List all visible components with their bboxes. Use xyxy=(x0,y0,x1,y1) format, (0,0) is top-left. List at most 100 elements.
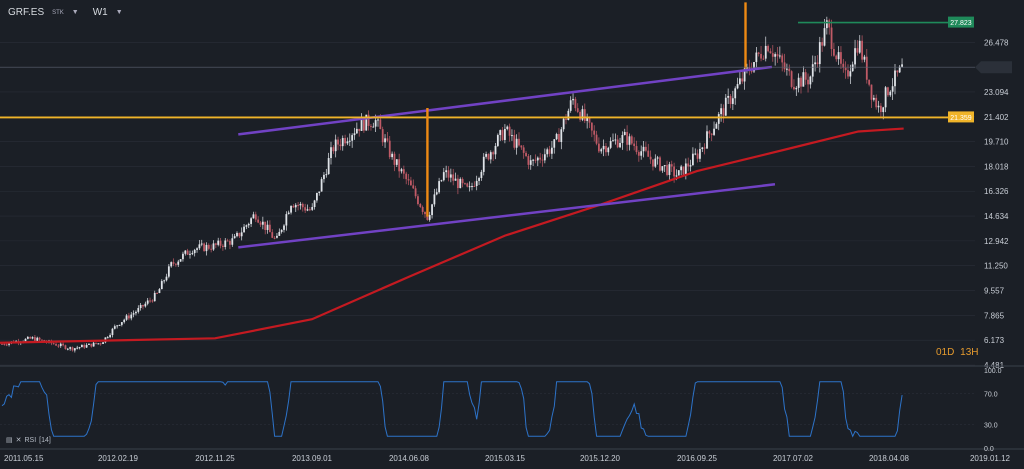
rsi-close-icon[interactable]: ✕ xyxy=(15,437,22,444)
candle-body xyxy=(480,171,483,179)
candle-body xyxy=(327,158,330,175)
candle-body xyxy=(889,91,892,96)
time-tick-label: 2016.09.25 xyxy=(677,454,718,463)
channel-lower-line xyxy=(238,183,776,249)
candle-body xyxy=(727,95,730,98)
candle-body xyxy=(339,144,342,147)
candle-body xyxy=(85,344,88,348)
candle-body xyxy=(551,147,553,154)
candle-body xyxy=(57,345,60,347)
candle-body xyxy=(325,174,328,176)
candle-body xyxy=(694,153,697,155)
candle-body xyxy=(539,157,542,160)
candle-body xyxy=(99,343,102,345)
candle-body xyxy=(52,343,55,345)
candle-body xyxy=(844,67,847,71)
candle-body xyxy=(92,342,95,347)
candle-body xyxy=(858,40,861,53)
candle-body xyxy=(71,347,74,351)
candle-body xyxy=(351,135,354,141)
candle-body xyxy=(231,238,234,245)
candle-body xyxy=(196,248,198,250)
candle-body xyxy=(41,339,43,341)
candle-body xyxy=(395,159,398,165)
price-tick-label: 18.018 xyxy=(984,162,1009,171)
candle-body xyxy=(294,204,297,208)
candle-body xyxy=(875,97,878,108)
candle-body xyxy=(558,134,560,143)
candle-body xyxy=(781,55,784,63)
candle-body xyxy=(330,147,332,159)
candle-body xyxy=(132,313,135,315)
candle-body xyxy=(569,100,572,111)
candle-body xyxy=(861,40,863,60)
candle-body xyxy=(534,159,537,161)
candle-body xyxy=(254,214,257,220)
candle-body xyxy=(767,45,769,52)
candle-body xyxy=(424,211,426,215)
candle-body xyxy=(847,70,849,77)
candle-body xyxy=(548,149,551,154)
candle-body xyxy=(633,143,636,147)
candle-body xyxy=(814,62,816,65)
candle-body xyxy=(102,342,104,345)
candle-body xyxy=(428,215,431,220)
timeframe-label[interactable]: W1 xyxy=(92,7,108,18)
candle-body xyxy=(95,342,97,344)
candle-body xyxy=(402,169,405,174)
timeframe-dropdown-icon[interactable]: ▼ xyxy=(115,9,123,16)
candle-body xyxy=(840,52,842,64)
candle-body xyxy=(489,152,492,160)
candle-body xyxy=(475,180,478,187)
candle-body xyxy=(137,308,140,312)
candle-body xyxy=(417,196,419,205)
candle-body xyxy=(316,192,318,201)
candle-body xyxy=(818,42,821,65)
symbol-label[interactable]: GRF.ES xyxy=(8,7,45,18)
candle-body xyxy=(830,27,833,50)
candle-body xyxy=(31,337,34,339)
candle-body xyxy=(386,138,389,141)
candle-body xyxy=(144,303,147,307)
candle-body xyxy=(278,231,281,236)
candle-body xyxy=(851,64,854,72)
channel-upper-line xyxy=(238,65,773,136)
candle-body xyxy=(868,79,871,85)
symbol-dropdown-icon[interactable]: ▼ xyxy=(71,9,79,16)
candle-body xyxy=(687,163,690,167)
rsi-settings-icon[interactable]: ▤ xyxy=(6,437,13,444)
candle-body xyxy=(870,84,873,100)
candle-body xyxy=(527,156,530,165)
candle-body xyxy=(626,131,628,145)
candle-body xyxy=(193,249,196,254)
candle-body xyxy=(581,109,584,120)
candle-body xyxy=(593,130,596,135)
rsi-tick-label: 30.0 xyxy=(984,423,998,430)
candle-body xyxy=(374,120,377,127)
candle-body xyxy=(673,166,675,177)
candle-body xyxy=(546,149,549,155)
rsi-legend: ▤ ✕ RSI [14] xyxy=(6,436,51,445)
candle-body xyxy=(656,157,659,159)
candle-body xyxy=(478,178,480,181)
candle-body xyxy=(236,232,238,237)
candle-body xyxy=(471,186,473,188)
candle-body xyxy=(804,72,807,80)
candle-body xyxy=(360,118,363,131)
candle-body xyxy=(116,325,119,327)
candle-body xyxy=(710,133,713,135)
candle-body xyxy=(311,207,314,210)
candle-body xyxy=(207,244,210,249)
price-tag-label: 21.359 xyxy=(950,115,972,122)
candle-body xyxy=(809,76,812,85)
candle-body xyxy=(666,165,668,175)
candle-body xyxy=(240,232,243,237)
candle-body xyxy=(640,151,643,156)
candle-body xyxy=(635,146,638,153)
candle-body xyxy=(485,154,487,157)
candle-body xyxy=(189,253,191,255)
time-tick-label: 2019.01.12 xyxy=(970,454,1011,463)
candle-body xyxy=(637,152,640,156)
candle-body xyxy=(125,315,128,320)
